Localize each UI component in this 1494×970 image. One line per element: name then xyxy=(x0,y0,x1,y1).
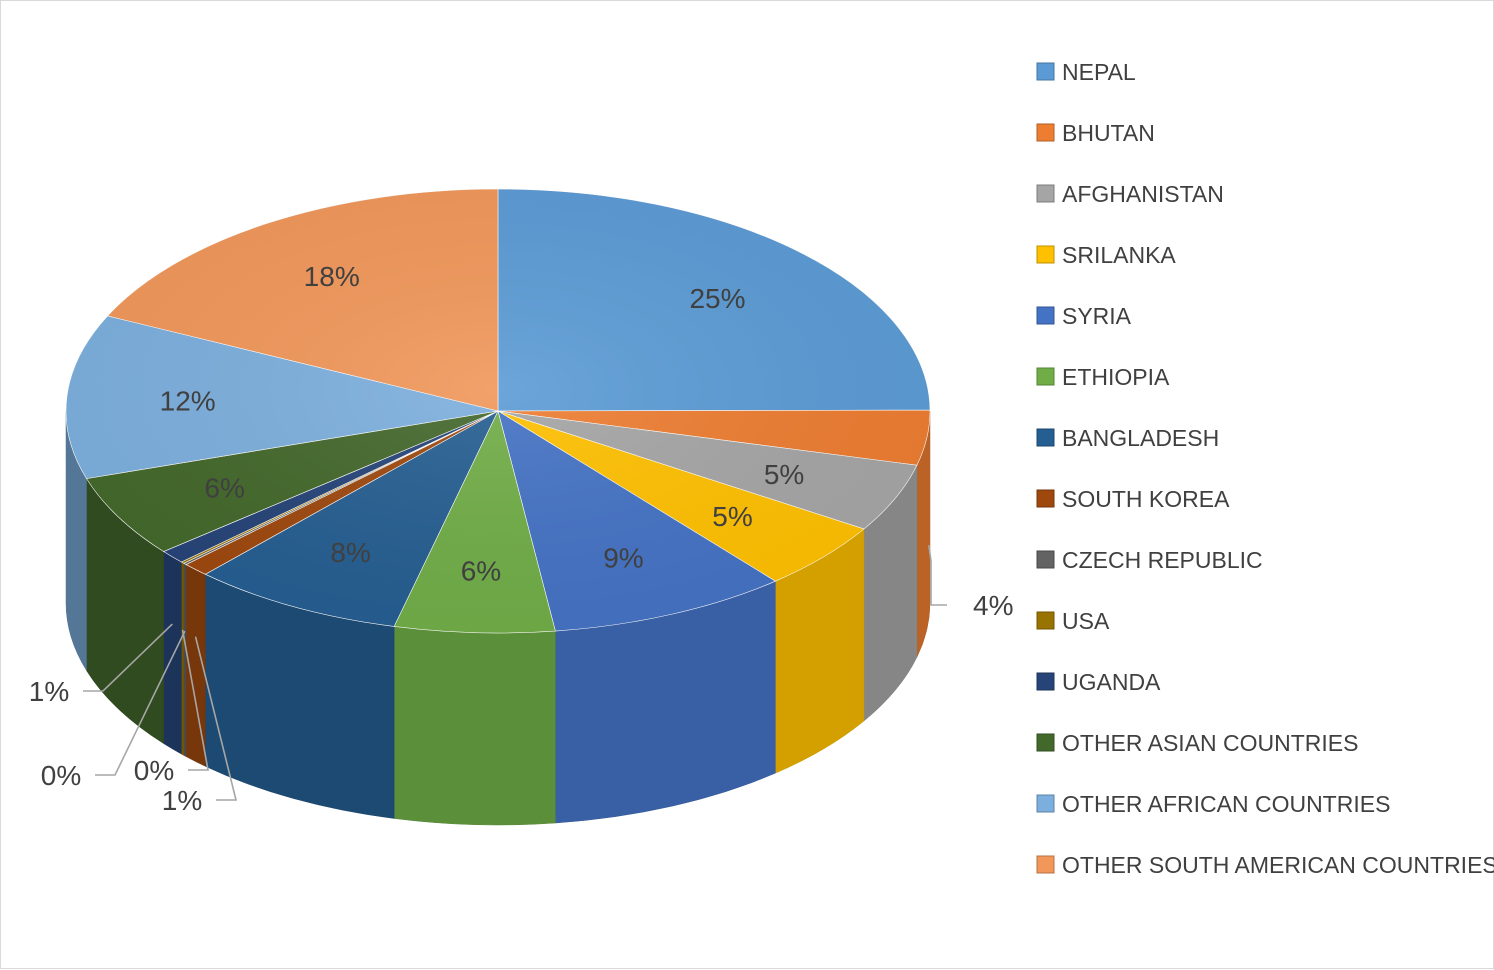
leader-line-bhutan xyxy=(928,544,947,606)
data-label-other-african-countries: 12% xyxy=(160,385,216,416)
legend-label-czech-republic: CZECH REPUBLIC xyxy=(1062,547,1263,573)
legend-swatch-srilanka xyxy=(1036,245,1055,264)
legend-label-srilanka: SRILANKA xyxy=(1062,242,1176,268)
side-wall-ethiopia xyxy=(393,626,556,826)
legend-swatch-afghanistan xyxy=(1036,184,1055,203)
leader-lines xyxy=(83,544,947,801)
data-label-bangladesh: 8% xyxy=(330,537,370,568)
side-wall-usa xyxy=(181,561,184,756)
data-label-bhutan: 4% xyxy=(973,590,1013,621)
legend-label-syria: SYRIA xyxy=(1062,303,1132,329)
data-label-afghanistan: 5% xyxy=(764,459,804,490)
legend-label-bangladesh: BANGLADESH xyxy=(1062,425,1219,451)
legend-label-afghanistan: AFGHANISTAN xyxy=(1062,181,1224,207)
legend-label-other-south-american-countries: OTHER SOUTH AMERICAN COUNTRIES xyxy=(1062,852,1494,878)
legend-swatch-bangladesh xyxy=(1036,428,1055,447)
data-labels: 25%4%5%5%9%6%8%1%0% 0%1%6%12%18% xyxy=(29,261,1014,816)
legend-swatch-syria xyxy=(1036,306,1055,325)
data-label-nepal: 25% xyxy=(689,283,745,314)
legend-swatch-other-asian-countries xyxy=(1036,733,1055,752)
data-label-syria: 9% xyxy=(603,542,643,573)
legend-swatch-nepal xyxy=(1036,62,1055,81)
legend-label-other-african-countries: OTHER AFRICAN COUNTRIES xyxy=(1062,791,1390,817)
data-label-czech-republic: 0% xyxy=(41,760,81,791)
legend-label-uganda: UGANDA xyxy=(1062,669,1161,695)
legend: NEPAL BHUTAN AFGHANISTAN SRILANKA SYRIA ETHIO… xyxy=(1036,59,1494,878)
data-label-uganda: 1% xyxy=(29,676,69,707)
legend-label-ethiopia: ETHIOPIA xyxy=(1062,364,1170,390)
data-label-other-asian-countries: 6% xyxy=(204,472,244,503)
data-label-usa: 0% xyxy=(134,755,174,786)
legend-label-other-asian-countries: OTHER ASIAN COUNTRIES xyxy=(1062,730,1358,756)
data-label-srilanka: 5% xyxy=(712,501,752,532)
side-wall-czech-republic xyxy=(183,562,187,757)
legend-label-bhutan: BHUTAN xyxy=(1062,120,1155,146)
legend-swatch-south-korea xyxy=(1036,489,1055,508)
legend-label-south-korea: SOUTH KOREA xyxy=(1062,486,1230,512)
legend-label-nepal: NEPAL xyxy=(1062,59,1136,85)
data-label-other-south-american-countries: 18% xyxy=(304,261,360,292)
legend-swatch-usa xyxy=(1036,611,1055,630)
legend-label-usa: USA xyxy=(1062,608,1110,634)
legend-swatch-bhutan xyxy=(1036,123,1055,142)
side-wall-uganda xyxy=(163,551,182,755)
leader-line-usa xyxy=(181,629,209,771)
data-label-south-korea: 1% xyxy=(162,785,202,816)
legend-swatch-other-african-countries xyxy=(1036,794,1055,813)
legend-swatch-czech-republic xyxy=(1036,550,1055,569)
data-label-ethiopia: 6% xyxy=(461,556,501,587)
leader-line-uganda xyxy=(83,623,173,692)
legend-swatch-uganda xyxy=(1036,672,1055,691)
leader-line-czech-republic xyxy=(95,630,186,776)
leader-line-south-korea xyxy=(194,636,238,801)
legend-swatch-ethiopia xyxy=(1036,367,1055,386)
legend-swatch-other-south-american-countries xyxy=(1036,855,1055,874)
